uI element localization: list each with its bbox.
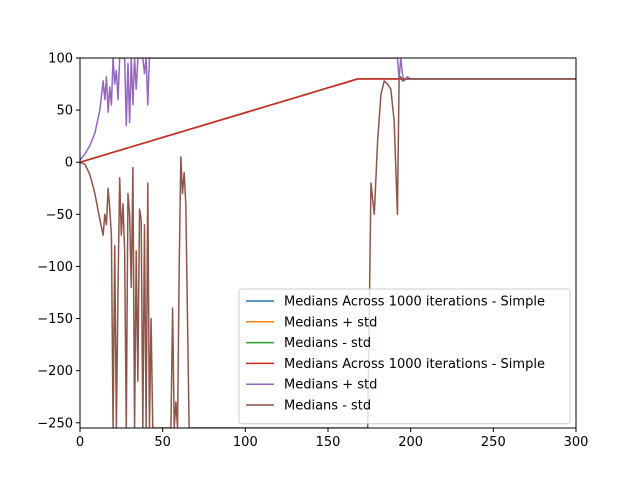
x-tick-label-3: 150 bbox=[316, 435, 341, 450]
legend-label-4: Medians + std bbox=[284, 378, 377, 393]
y-tick-label-6: −200 bbox=[37, 364, 73, 379]
y-tick-label-3: −50 bbox=[46, 208, 73, 223]
x-axis: 0 50 100 150 200 250 300 bbox=[76, 428, 589, 450]
series-layer bbox=[80, 58, 576, 428]
y-tick-label-0: 100 bbox=[48, 52, 73, 67]
y-tick-label-5: −150 bbox=[37, 312, 73, 327]
x-tick-label-4: 200 bbox=[398, 435, 423, 450]
y-tick-label-2: 0 bbox=[65, 156, 73, 171]
x-tick-label-6: 300 bbox=[564, 435, 589, 450]
legend-box bbox=[238, 288, 571, 425]
series-line-5 bbox=[80, 76, 576, 428]
legend-label-2: Medians - std bbox=[284, 336, 371, 351]
x-tick-label-2: 100 bbox=[233, 435, 258, 450]
legend: Medians Across 1000 iterations - Simple M… bbox=[238, 288, 571, 425]
y-axis: 100 50 0 −50 −100 −150 −200 −250 bbox=[37, 52, 80, 431]
y-tick-label-4: −100 bbox=[37, 260, 73, 275]
series-line-3 bbox=[80, 78, 576, 163]
y-tick-label-7: −250 bbox=[37, 416, 73, 431]
legend-label-5: Medians - std bbox=[284, 399, 371, 414]
x-tick-label-1: 50 bbox=[154, 435, 171, 450]
x-tick-label-0: 0 bbox=[76, 435, 84, 450]
y-tick-label-1: 50 bbox=[56, 104, 73, 119]
legend-label-1: Medians + std bbox=[284, 315, 377, 330]
legend-label-3: Medians Across 1000 iterations - Simple bbox=[284, 357, 545, 372]
x-tick-label-5: 250 bbox=[481, 435, 506, 450]
legend-label-0: Medians Across 1000 iterations - Simple bbox=[284, 295, 545, 310]
